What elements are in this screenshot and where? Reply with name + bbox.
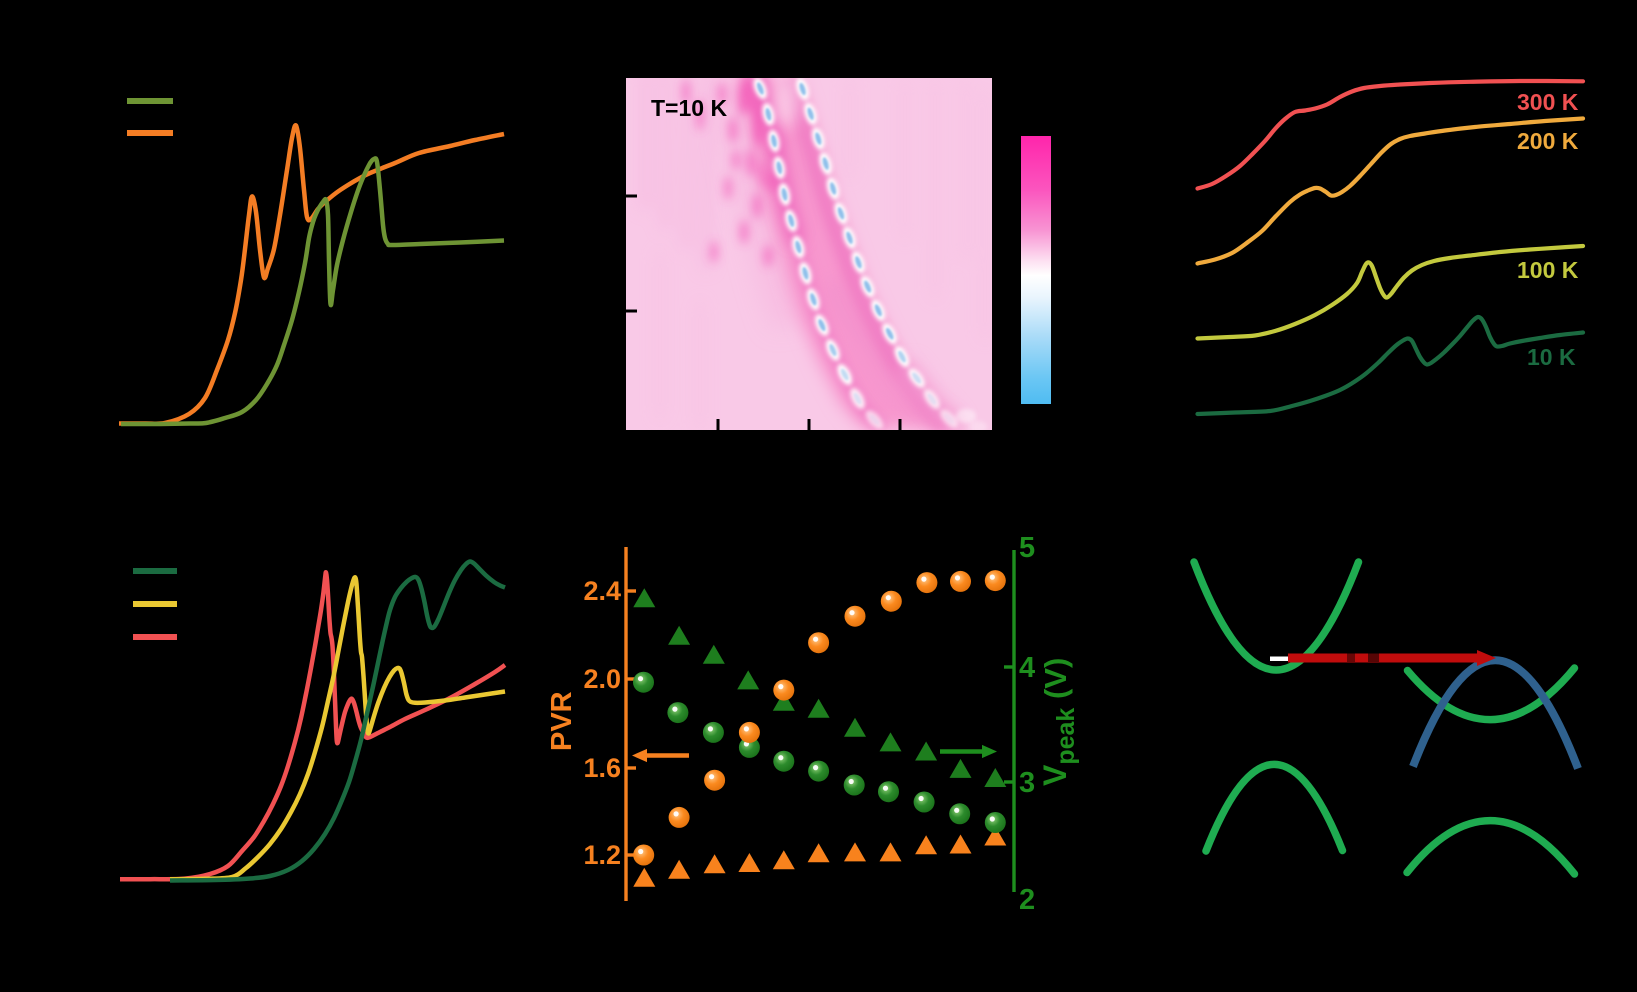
svg-text:300 K: 300 K (1517, 89, 1579, 115)
svg-text:1.6: 1.6 (583, 753, 621, 783)
svg-text:10 K: 10 K (1527, 344, 1576, 370)
svg-text:100 K: 100 K (1517, 257, 1579, 283)
svg-text:4: 4 (1019, 652, 1035, 684)
svg-text:200 K: 200 K (1517, 128, 1579, 154)
svg-text:2.4: 2.4 (583, 576, 621, 606)
svg-text:2: 2 (1019, 884, 1035, 916)
svg-text:1.2: 1.2 (583, 840, 621, 870)
svg-text:PVR: PVR (546, 691, 578, 751)
svg-text:3: 3 (1019, 767, 1035, 799)
svg-text:5: 5 (1019, 532, 1035, 564)
svg-text:T=10 K: T=10 K (651, 95, 727, 121)
svg-text:2.0: 2.0 (583, 664, 621, 694)
